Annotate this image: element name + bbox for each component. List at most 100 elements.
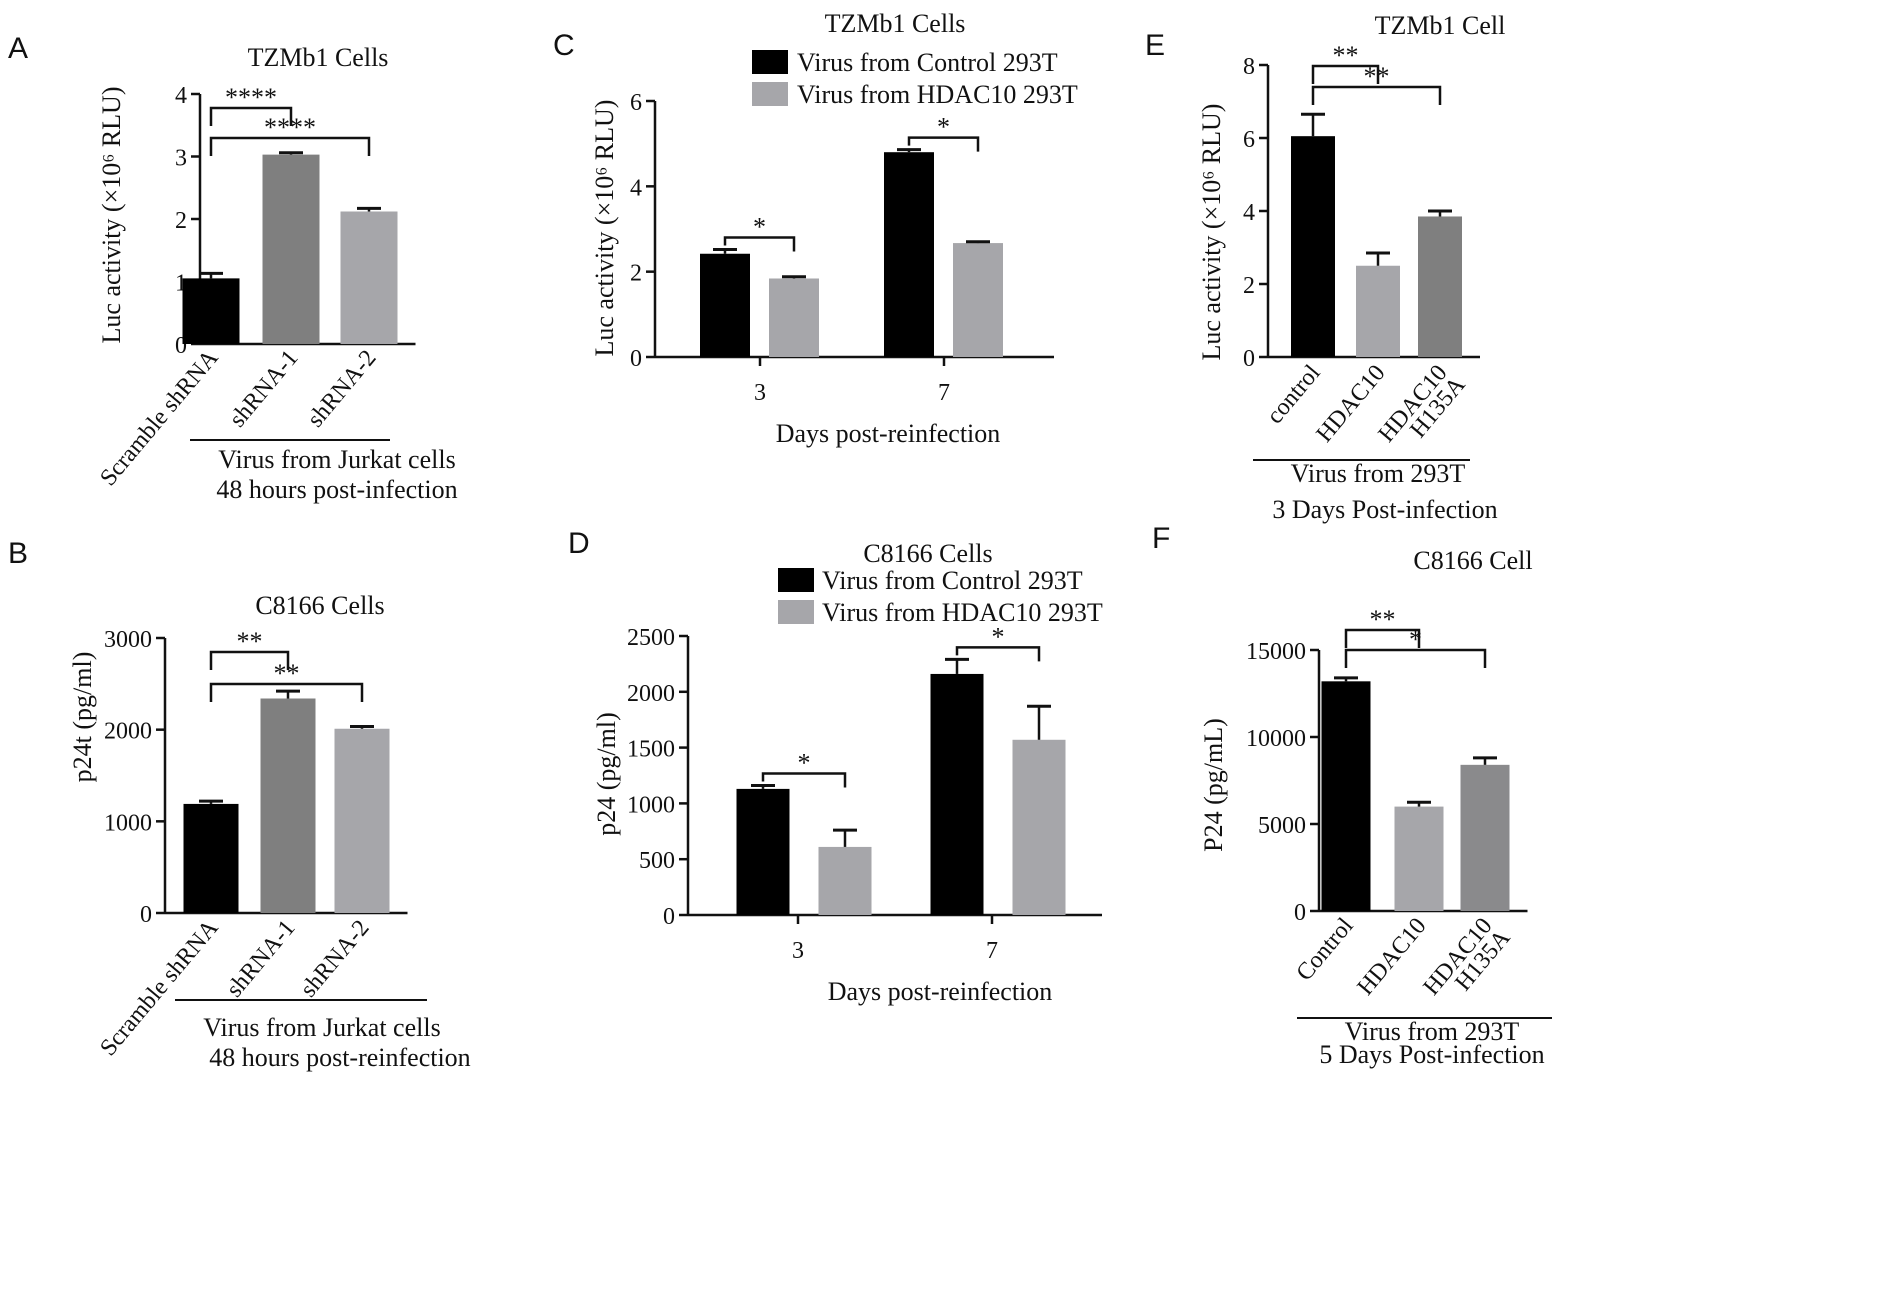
y-tick-label: 2000 — [627, 681, 675, 707]
significance-bracket — [209, 682, 364, 702]
y-tick-label: 2 — [1243, 273, 1255, 299]
y-tick-label: 2500 — [627, 625, 675, 651]
significance-bracket — [761, 772, 847, 788]
significance-bracket — [1311, 85, 1442, 105]
x-axis-label: Days post-reinfection — [776, 419, 1001, 448]
y-tick-label: 2 — [175, 208, 187, 234]
significance-bracket — [1344, 628, 1421, 648]
y-tick-label: 6 — [1243, 127, 1255, 153]
panel-letter: F — [1152, 522, 1170, 555]
bar-3-1 — [769, 278, 819, 357]
significance-bracket — [209, 106, 293, 126]
legend-swatch — [752, 50, 788, 74]
y-tick-label: 4 — [175, 83, 187, 109]
significance-bracket — [955, 646, 1041, 662]
group-label: 48 hours post-reinfection — [209, 1043, 470, 1072]
y-tick-label: 5000 — [1258, 813, 1306, 839]
bar-3-1 — [818, 846, 872, 915]
bar-3-0 — [700, 253, 750, 357]
bar-control — [1291, 136, 1335, 357]
panel-c: C TZMb1 Cells 0 2 4 6 Luc activity (×10⁶ RLU) 3… — [553, 9, 1078, 448]
y-tick-label: 15000 — [1246, 639, 1306, 665]
group-label: Virus from 293T — [1291, 459, 1466, 488]
y-tick-label: 2000 — [104, 719, 152, 745]
x-tick-label: control — [1262, 360, 1326, 429]
chart-title: TZMb1 Cell — [1375, 11, 1506, 40]
significance-label: * — [937, 113, 950, 142]
bar-shrna-1 — [262, 154, 320, 344]
significance-bracket — [1311, 64, 1380, 84]
x-tick-label: shRNA-2 — [303, 345, 382, 432]
x-tick-label: HDAC10 — [1353, 913, 1432, 1000]
y-tick-label: 4 — [630, 175, 642, 201]
panel-letter: A — [8, 32, 28, 65]
x-tick-label: 7 — [938, 380, 950, 406]
x-tick-label: 7 — [986, 938, 998, 964]
bar-7-1 — [1012, 739, 1066, 915]
x-tick-label: 3 — [792, 938, 804, 964]
group-label: 48 hours post-infection — [216, 475, 457, 504]
group-label: Virus from 293T — [1345, 1017, 1520, 1046]
y-tick-label: 0 — [630, 346, 642, 372]
bar-7-0 — [930, 673, 984, 915]
x-tick-label: shRNA-1 — [222, 915, 301, 1002]
legend-label: Virus from HDAC10 293T — [797, 80, 1078, 109]
bar-hdac10-h135a — [1460, 764, 1510, 911]
bar-7-0 — [884, 152, 934, 357]
bar-scramble-shrna — [183, 803, 239, 913]
y-tick-label: 3000 — [104, 627, 152, 653]
y-tick-label: 0 — [663, 904, 675, 930]
chart-title: C8166 Cells — [863, 539, 992, 568]
significance-label: ** — [1364, 62, 1390, 91]
x-tick-label: shRNA-1 — [225, 345, 304, 432]
significance-bracket — [209, 650, 290, 670]
bar-7-1 — [953, 243, 1003, 357]
legend-label: Virus from HDAC10 293T — [822, 598, 1103, 627]
x-axis-label: Days post-reinfection — [828, 977, 1053, 1006]
bar-shrna-2 — [340, 211, 398, 344]
bar-control — [1321, 681, 1371, 911]
y-axis-label: P24 (pg/mL) — [1199, 718, 1228, 852]
significance-label: ** — [1333, 41, 1359, 70]
significance-label: * — [798, 749, 811, 778]
y-tick-label: 0 — [1243, 346, 1255, 372]
y-tick-label: 4 — [1243, 200, 1255, 226]
legend-swatch — [752, 82, 788, 106]
y-tick-label: 8 — [1243, 54, 1255, 80]
y-axis-label: p24 (pg/ml) — [592, 712, 621, 836]
significance-label: * — [753, 212, 766, 241]
y-tick-label: 0 — [1294, 900, 1306, 926]
y-tick-label: 0 — [140, 902, 152, 928]
group-label: 5 Days Post-infection — [1319, 1040, 1544, 1069]
significance-bracket — [209, 136, 371, 156]
legend-swatch — [778, 568, 814, 592]
panel-letter: B — [8, 537, 28, 570]
panel-letter: C — [553, 29, 575, 62]
y-tick-label: 1500 — [627, 737, 675, 763]
x-tick-label: shRNA-2 — [296, 915, 375, 1002]
group-label: 3 Days Post-infection — [1272, 495, 1497, 524]
significance-label: ** — [1370, 605, 1396, 634]
chart-title: TZMb1 Cells — [248, 43, 389, 72]
panel-letter: E — [1145, 29, 1165, 62]
panel-e: E TZMb1 Cell 0 2 4 6 8 Luc activity (×10⁶ RLU) c… — [1145, 11, 1505, 524]
significance-label: ** — [237, 627, 263, 656]
y-tick-label: 3 — [175, 146, 187, 172]
y-axis-label: Luc activity (×10⁶ RLU) — [1197, 104, 1226, 361]
chart-title: TZMb1 Cells — [825, 9, 966, 38]
chart-title: C8166 Cell — [1413, 546, 1532, 575]
panel-letter: D — [568, 527, 590, 560]
chart-title: C8166 Cells — [255, 591, 384, 620]
y-tick-label: 500 — [639, 848, 675, 874]
legend-label: Virus from Control 293T — [822, 566, 1083, 595]
bar-hdac10 — [1356, 265, 1400, 357]
significance-label: ** — [274, 659, 300, 688]
panel-d: D C8166 Cells 0 500 1000 1500 2000 2500 p24 (pg/… — [568, 527, 1103, 1006]
group-label: Virus from Jurkat cells — [218, 445, 455, 474]
bar-shrna-1 — [260, 698, 316, 913]
bar-hdac10-h135a — [1418, 216, 1462, 357]
significance-label: **** — [225, 83, 277, 112]
significance-label: * — [1409, 625, 1422, 654]
